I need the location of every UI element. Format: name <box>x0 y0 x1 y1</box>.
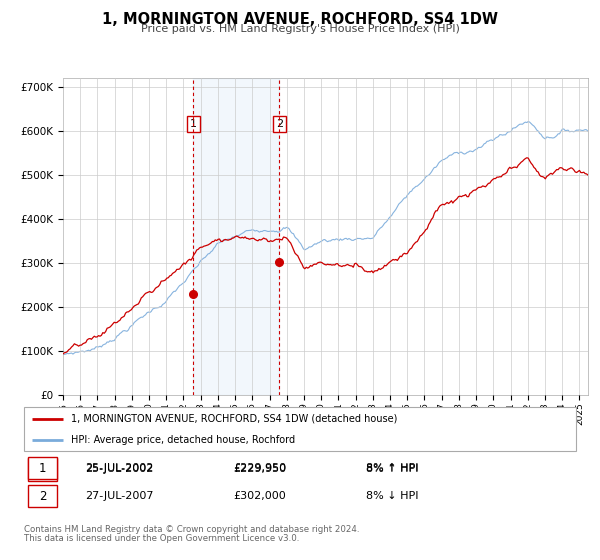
Text: Price paid vs. HM Land Registry's House Price Index (HPI): Price paid vs. HM Land Registry's House … <box>140 24 460 34</box>
Text: 1, MORNINGTON AVENUE, ROCHFORD, SS4 1DW: 1, MORNINGTON AVENUE, ROCHFORD, SS4 1DW <box>102 12 498 27</box>
Text: HPI: Average price, detached house, Rochford: HPI: Average price, detached house, Roch… <box>71 435 295 445</box>
FancyBboxPatch shape <box>28 485 57 507</box>
Text: 2: 2 <box>39 489 47 503</box>
Bar <box>193 78 279 395</box>
Text: 1, MORNINGTON AVENUE, ROCHFORD, SS4 1DW (detached house): 1, MORNINGTON AVENUE, ROCHFORD, SS4 1DW … <box>71 414 397 424</box>
Text: 1: 1 <box>190 119 197 129</box>
Text: 2: 2 <box>275 119 283 129</box>
Text: 1: 1 <box>39 461 47 475</box>
Text: 8% ↓ HPI: 8% ↓ HPI <box>366 491 419 501</box>
Text: £302,000: £302,000 <box>234 491 287 501</box>
Text: 1: 1 <box>39 463 47 476</box>
Text: 27-JUL-2007: 27-JUL-2007 <box>85 491 153 501</box>
FancyBboxPatch shape <box>28 458 57 480</box>
Text: 25-JUL-2002: 25-JUL-2002 <box>85 463 153 473</box>
Text: 8% ↑ HPI: 8% ↑ HPI <box>366 463 419 473</box>
FancyBboxPatch shape <box>28 457 57 479</box>
FancyBboxPatch shape <box>24 407 576 451</box>
Text: 8% ↑ HPI: 8% ↑ HPI <box>366 464 419 474</box>
Text: This data is licensed under the Open Government Licence v3.0.: This data is licensed under the Open Gov… <box>24 534 299 543</box>
Text: £229,950: £229,950 <box>234 464 287 474</box>
Text: Contains HM Land Registry data © Crown copyright and database right 2024.: Contains HM Land Registry data © Crown c… <box>24 525 359 534</box>
Text: £229,950: £229,950 <box>234 463 287 473</box>
Text: 25-JUL-2002: 25-JUL-2002 <box>85 464 153 474</box>
